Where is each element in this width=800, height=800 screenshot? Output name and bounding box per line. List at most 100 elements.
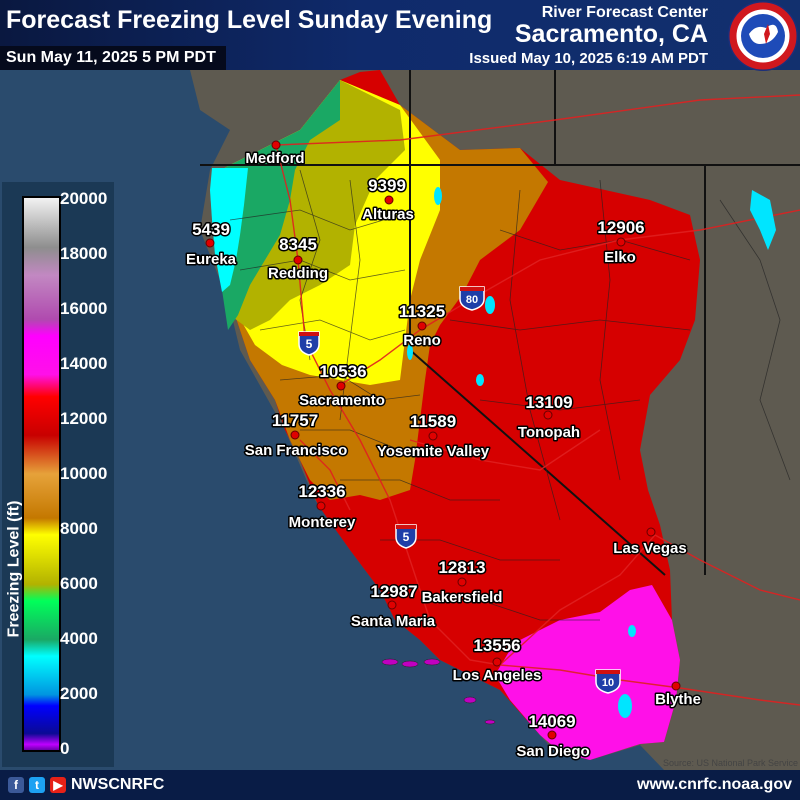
youtube-icon[interactable]: ▶	[50, 777, 66, 793]
station-marker	[543, 410, 553, 420]
station-name: Santa Maria	[351, 613, 436, 630]
station-eureka: 5439 Eureka	[184, 219, 238, 270]
social-handle[interactable]: NWSCNRFC	[71, 776, 165, 793]
station-yosemite-valley: 11589 Yosemite Valley	[375, 411, 491, 462]
header-bar: Forecast Freezing Level Sunday Evening S…	[0, 0, 800, 71]
legend-tick: 4000	[60, 629, 98, 648]
station-tonopah: 13109 Tonopah	[516, 392, 581, 443]
station-value: 8345	[279, 235, 317, 254]
station-name: Las Vegas	[613, 540, 686, 557]
station-santa-maria: 12987 Santa Maria	[349, 581, 437, 632]
station-alturas: 9399 Alturas	[361, 175, 416, 225]
interstate-10-shield: 10	[595, 669, 621, 694]
station-san-francisco: 11757 San Francisco	[243, 410, 349, 461]
station-value: 9399	[368, 176, 406, 195]
legend-title: Freezing Level (ft)	[5, 500, 23, 638]
legend-tick: 20000	[60, 189, 108, 208]
highway-network	[275, 94, 800, 706]
channel-islands	[381, 658, 496, 725]
station-name: Reno	[403, 332, 441, 349]
station-name: Blythe	[655, 691, 701, 708]
band-4000-6000	[210, 168, 248, 292]
station-name: San Diego	[516, 743, 589, 760]
interstate-5-south-label: 5	[403, 530, 410, 544]
station-sacramento: 10536 Sacramento	[298, 361, 387, 411]
station-marker	[271, 140, 281, 150]
footer-bar: f t ▶ NWSCNRFC www.cnrfc.noaa.gov	[0, 770, 800, 800]
facebook-icon[interactable]: f	[8, 777, 24, 793]
station-marker	[547, 730, 557, 740]
station-elko: 12906 Elko	[596, 217, 646, 268]
map-title: Forecast Freezing Level Sunday Evening	[6, 6, 493, 34]
legend-tick: 14000	[60, 354, 108, 373]
website-link[interactable]: www.cnrfc.noaa.gov	[637, 776, 792, 793]
station-value: 11757	[272, 411, 318, 430]
station-marker	[616, 237, 626, 247]
station-name: San Francisco	[245, 442, 348, 459]
station-value: 12336	[298, 482, 345, 501]
station-name: Medford	[245, 150, 304, 167]
station-blythe: Blythe	[654, 681, 702, 710]
legend-panel: 20000 18000 16000 14000 12000 10000 8000…	[2, 182, 114, 767]
station-reno: 11325 Reno	[397, 301, 446, 351]
station-value: 11325	[399, 302, 445, 321]
state-boundaries	[200, 70, 800, 576]
lakes	[407, 187, 776, 718]
band-6000-8000	[212, 80, 340, 330]
station-san-diego: 14069 San Diego	[515, 711, 591, 762]
station-marker	[646, 527, 656, 537]
station-marker	[316, 501, 326, 511]
agency-name: River Forecast Center	[541, 4, 708, 21]
station-monterey: 12336 Monterey	[287, 481, 357, 533]
legend-tick: 16000	[60, 299, 108, 318]
station-marker	[384, 195, 394, 205]
station-las-vegas: Las Vegas	[612, 527, 688, 559]
legend-tick: 10000	[60, 464, 108, 483]
station-bakersfield: 12813 Bakersfield	[420, 557, 504, 608]
legend-tick: 6000	[60, 574, 98, 593]
legend-tick: 18000	[60, 244, 108, 263]
station-redding: 8345 Redding	[267, 234, 330, 284]
legend-tick: 2000	[60, 684, 98, 703]
station-name: Alturas	[362, 206, 414, 223]
station-marker	[417, 321, 427, 331]
interstate-5-north-shield: 5	[298, 331, 320, 356]
station-name: Elko	[604, 249, 636, 266]
station-value: 13556	[473, 636, 520, 655]
station-value: 11589	[410, 412, 456, 431]
station-name: Redding	[268, 265, 328, 282]
interstate-5-south-shield: 5	[395, 524, 417, 549]
station-name: Eureka	[186, 251, 237, 268]
station-marker	[290, 430, 300, 440]
station-marker	[293, 255, 303, 265]
station-marker	[457, 577, 467, 587]
interstate-80-label: 80	[466, 294, 478, 306]
legend-tick: 8000	[60, 519, 98, 538]
issued-time: Issued May 10, 2025 6:19 AM PDT	[469, 50, 708, 67]
station-marker	[205, 238, 215, 248]
station-value: 12906	[597, 218, 644, 237]
station-name: Yosemite Valley	[377, 443, 490, 460]
twitter-icon[interactable]: t	[29, 777, 45, 793]
station-marker	[671, 681, 681, 691]
station-marker	[336, 381, 346, 391]
map-source-credit: Source: US National Park Service	[663, 758, 798, 768]
station-value: 5439	[192, 220, 230, 239]
station-marker	[387, 600, 397, 610]
interstate-10-label: 10	[602, 677, 614, 689]
valid-time: Sun May 11, 2025 5 PM PDT	[0, 46, 226, 70]
station-value: 12987	[370, 582, 417, 601]
agency-location: Sacramento, CA	[514, 20, 708, 48]
station-name: Los Angeles	[453, 667, 542, 684]
station-los-angeles: 13556 Los Angeles	[451, 635, 543, 686]
legend-tick: 12000	[60, 409, 108, 428]
station-value: 14069	[528, 712, 575, 731]
interstate-5-north-label: 5	[306, 337, 313, 351]
station-value: 10536	[319, 362, 366, 381]
color-ramp	[22, 196, 61, 752]
station-name: Sacramento	[299, 392, 385, 409]
station-name: Bakersfield	[422, 589, 503, 606]
station-medford: Medford	[244, 140, 306, 169]
legend-tick: 0	[60, 739, 70, 758]
